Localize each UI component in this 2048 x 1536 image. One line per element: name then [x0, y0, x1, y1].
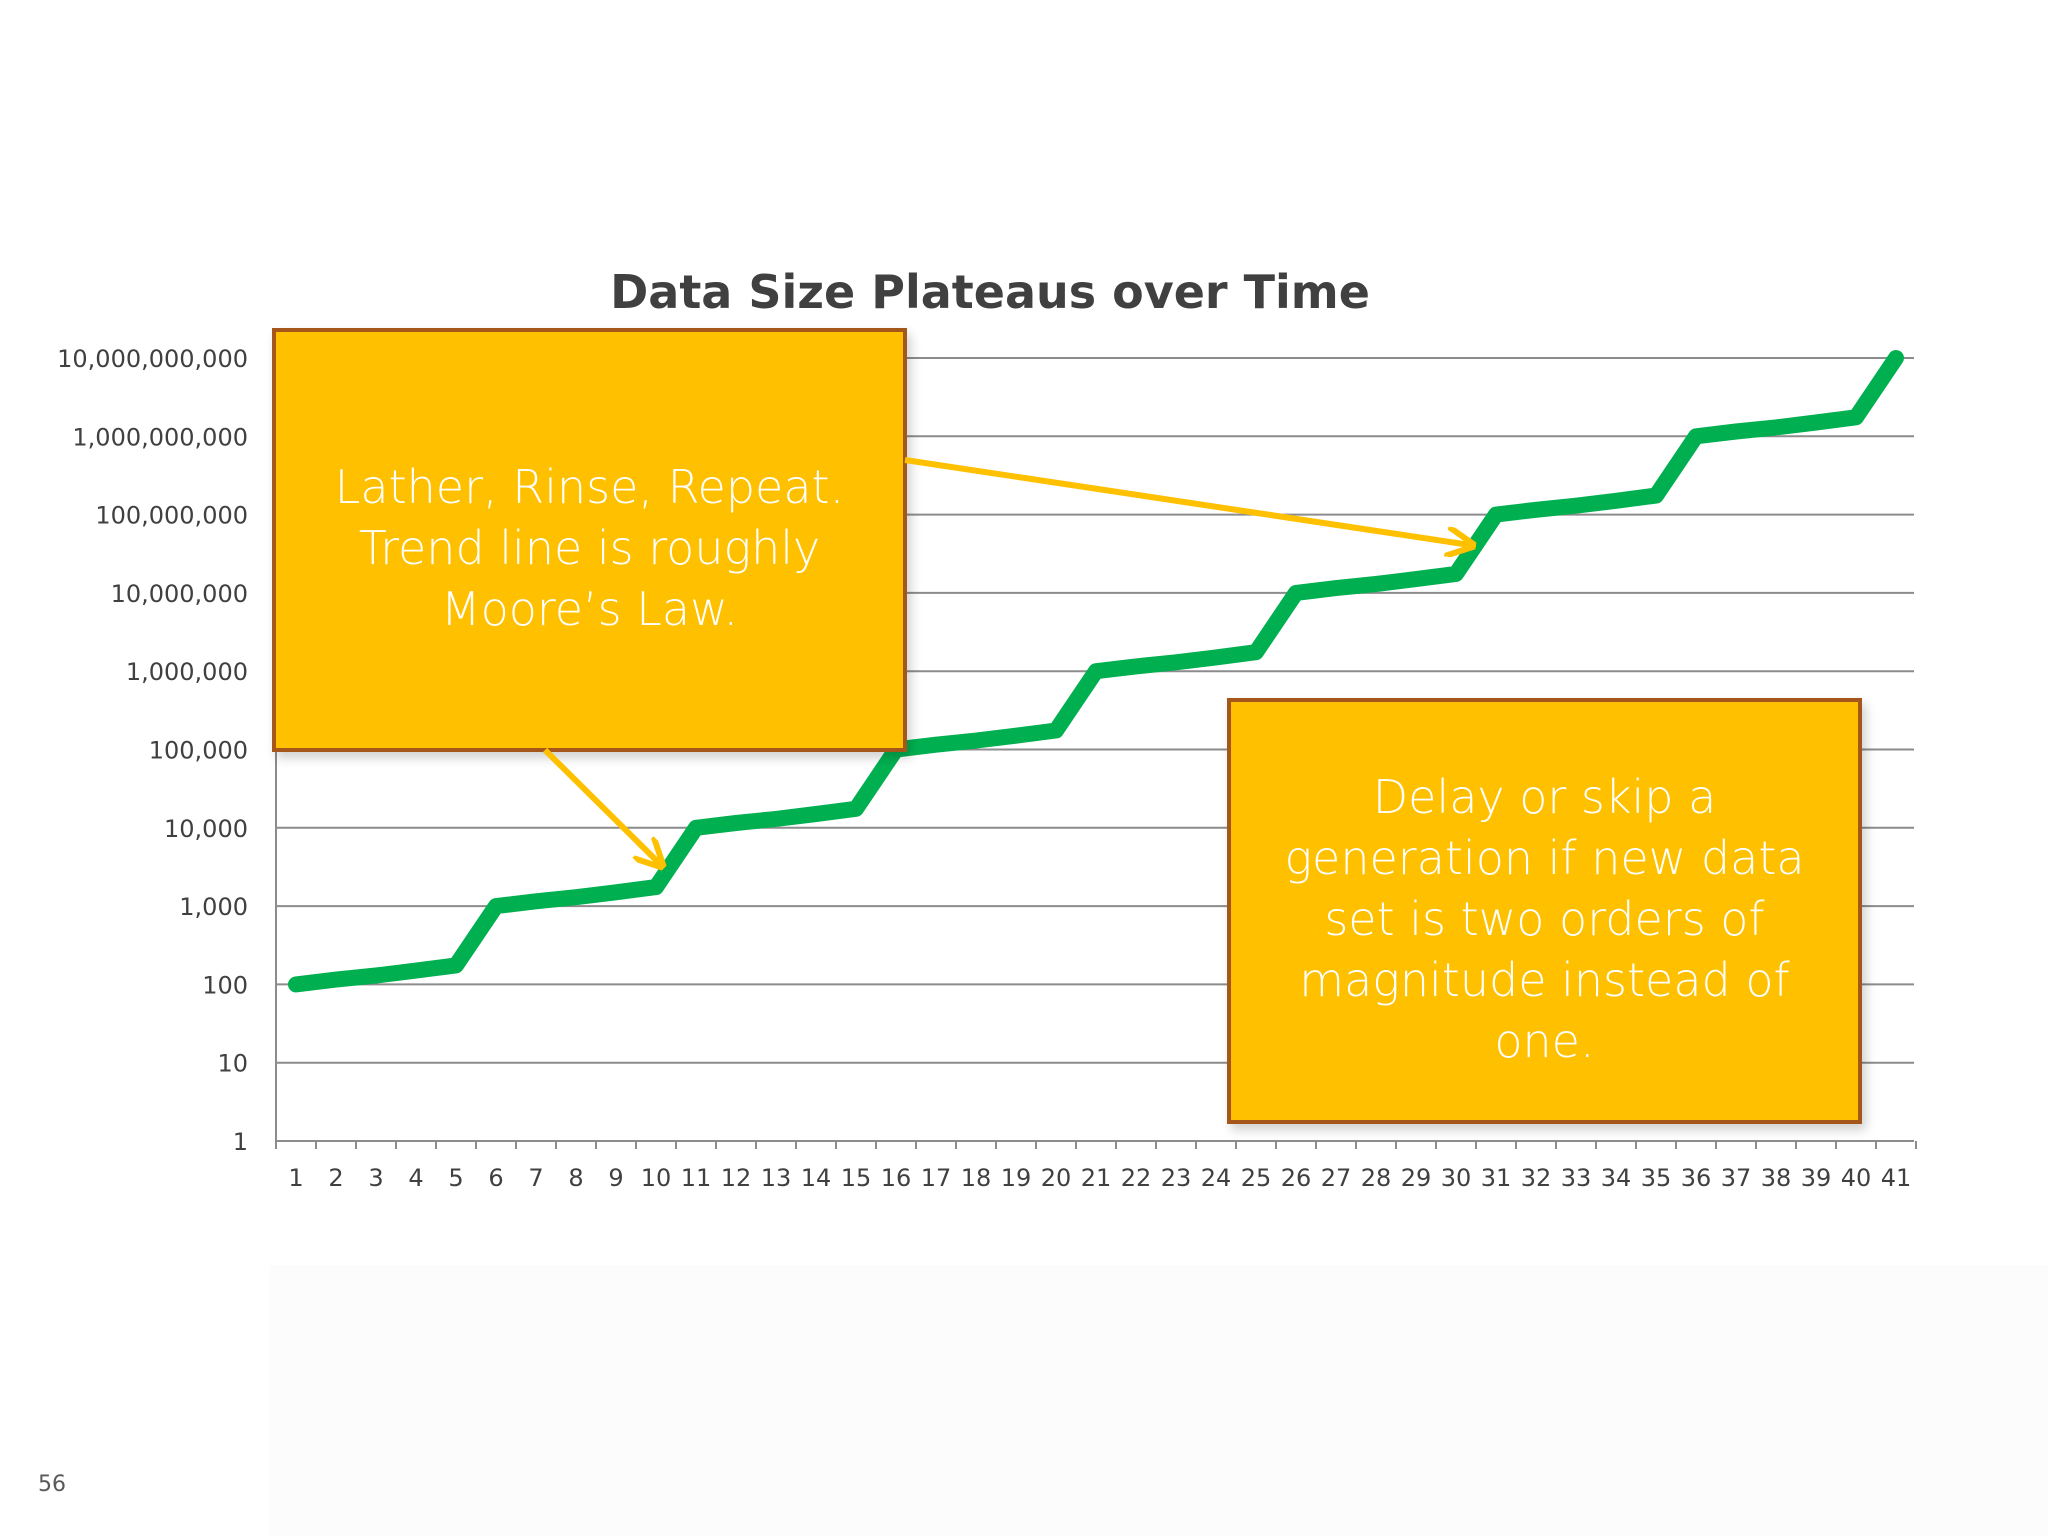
- x-tick-label: 4: [408, 1164, 423, 1192]
- background-panel: [270, 1265, 2048, 1536]
- x-tick-label: 17: [921, 1164, 952, 1192]
- x-tick-label: 23: [1161, 1164, 1192, 1192]
- x-tick-label: 26: [1281, 1164, 1312, 1192]
- y-tick-label: 10,000,000,000: [57, 345, 248, 373]
- y-tick-label: 1: [233, 1128, 248, 1156]
- y-tick-label: 100,000,000: [95, 502, 248, 530]
- x-tick-label: 21: [1081, 1164, 1112, 1192]
- chart-title: Data Size Plateaus over Time: [610, 265, 1370, 319]
- x-tick-label: 40: [1841, 1164, 1872, 1192]
- y-tick-label: 1,000,000,000: [72, 423, 248, 451]
- x-tick-label: 41: [1881, 1164, 1912, 1192]
- page-number: 56: [38, 1472, 66, 1497]
- y-tick-label: 10: [217, 1050, 248, 1078]
- x-tick-label: 2: [328, 1164, 343, 1192]
- y-tick-label: 100: [202, 971, 248, 999]
- x-tick-label: 11: [681, 1164, 712, 1192]
- y-tick-label: 1,000,000: [126, 658, 248, 686]
- x-tick-label: 39: [1801, 1164, 1832, 1192]
- callout-text-delay-generation: Delay or skip a generation if new data s…: [1284, 770, 1805, 1068]
- callout-box-delay-generation: Delay or skip a generation if new data s…: [1227, 698, 1862, 1124]
- x-tick-label: 5: [448, 1164, 463, 1192]
- x-tick-label: 9: [608, 1164, 623, 1192]
- x-tick-label: 6: [488, 1164, 503, 1192]
- y-tick-labels: 1 10 100 1,000 10,000 100,000 1,000,000 10,000,…: [57, 345, 248, 1156]
- x-tick-label: 19: [1001, 1164, 1032, 1192]
- x-tick-label: 32: [1521, 1164, 1552, 1192]
- x-tick-label: 16: [881, 1164, 912, 1192]
- x-tick-label: 22: [1121, 1164, 1152, 1192]
- x-tick-label: 37: [1721, 1164, 1752, 1192]
- x-tick-labels: 1 2 3 4 5 6 7 8 9 10 11 12 13 14 15 16 17 18 19 20 21 22 23 24 2…: [288, 1164, 1911, 1192]
- x-tick-label: 35: [1641, 1164, 1672, 1192]
- series-line: [288, 350, 1904, 993]
- x-tick-label: 24: [1201, 1164, 1232, 1192]
- y-tick-label: 100,000: [149, 737, 248, 765]
- x-tick-label: 29: [1401, 1164, 1432, 1192]
- x-tick-label: 20: [1041, 1164, 1072, 1192]
- x-tick-label: 38: [1761, 1164, 1792, 1192]
- x-tick-label: 14: [801, 1164, 832, 1192]
- x-tick-label: 30: [1441, 1164, 1472, 1192]
- x-tick-label: 33: [1561, 1164, 1592, 1192]
- x-tick-label: 15: [841, 1164, 872, 1192]
- x-tick-label: 36: [1681, 1164, 1712, 1192]
- x-tick-label: 28: [1361, 1164, 1392, 1192]
- x-tick-label: 18: [961, 1164, 992, 1192]
- x-tick-label: 31: [1481, 1164, 1512, 1192]
- x-tick-label: 3: [368, 1164, 383, 1192]
- x-tick-label: 13: [761, 1164, 792, 1192]
- x-tick-label: 7: [528, 1164, 543, 1192]
- y-tick-label: 1,000: [179, 893, 248, 921]
- series-layer: [288, 350, 1904, 993]
- x-tick-label: 8: [568, 1164, 583, 1192]
- callout-text-lather-rinse-repeat: Lather, Rinse, Repeat. Trend line is rou…: [334, 460, 845, 636]
- x-tick-label: 12: [721, 1164, 752, 1192]
- x-tick-label: 1: [288, 1164, 303, 1192]
- callout-box-lather-rinse-repeat: Lather, Rinse, Repeat. Trend line is rou…: [272, 328, 907, 752]
- x-tick-label: 25: [1241, 1164, 1272, 1192]
- x-tick-label: 10: [641, 1164, 672, 1192]
- x-tick-label: 27: [1321, 1164, 1352, 1192]
- x-tick-label: 34: [1601, 1164, 1632, 1192]
- y-tick-label: 10,000: [164, 815, 248, 843]
- y-tick-label: 10,000,000: [111, 580, 248, 608]
